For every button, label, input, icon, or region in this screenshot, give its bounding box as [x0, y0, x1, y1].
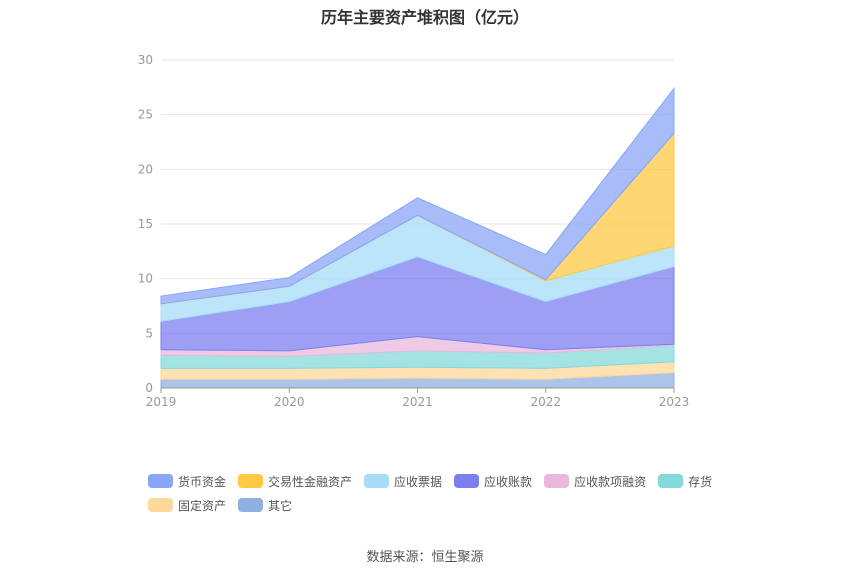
axes: 0 5 10 15 20 25 30 2019 2020 2021 2022 2023 [138, 53, 690, 409]
legend-swatch [454, 474, 480, 488]
chart-title: 历年主要资产堆积图（亿元） [320, 8, 529, 27]
legend-swatch [238, 474, 264, 488]
data-source: 数据来源：恒生聚源 [366, 550, 484, 565]
legend-swatch [148, 498, 173, 512]
legend-item[interactable]: 交易性金融资产 [238, 472, 352, 490]
legend-label: 固定资产 [178, 498, 227, 513]
legend-label: 货币资金 [178, 474, 227, 489]
y-tick-label: 10 [138, 272, 153, 286]
x-tick-label: 2020 [274, 395, 305, 409]
x-tick-label: 2023 [659, 395, 690, 409]
x-tick-label: 2019 [146, 395, 177, 409]
area-series-7 [160, 86, 675, 305]
y-tick-label: 20 [138, 162, 153, 176]
legend-label: 应收款项融资 [574, 474, 647, 489]
y-tick-label: 0 [145, 381, 153, 395]
legend-item[interactable]: 存货 [658, 472, 712, 490]
chart-legend: 货币资金 交易性金融资产 应收票据 应收账款 应收款项融资 存货固定资产 其它 [148, 472, 748, 520]
y-tick-label: 30 [138, 53, 153, 67]
legend-label: 存货 [688, 474, 713, 489]
legend-item[interactable]: 货币资金 [148, 472, 226, 490]
stacked-area-chart: 0 5 10 15 20 25 30 2019 2020 2021 2022 2023 [138, 53, 690, 409]
legend-swatch [544, 474, 570, 488]
legend-item[interactable]: 应收款项融资 [544, 472, 646, 490]
legend-swatch [364, 474, 390, 488]
x-tick-label: 2022 [530, 395, 561, 409]
y-tick-label: 25 [138, 108, 153, 122]
legend-label: 交易性金融资产 [268, 474, 353, 489]
legend-swatch [658, 474, 684, 488]
legend-label: 应收账款 [484, 474, 533, 489]
legend-item[interactable]: 固定资产 [148, 496, 226, 514]
x-tick-label: 2021 [402, 395, 433, 409]
legend-item[interactable]: 其它 [238, 496, 292, 514]
legend-item[interactable]: 应收票据 [364, 472, 442, 490]
legend-swatch [148, 474, 173, 488]
y-tick-label: 5 [145, 326, 153, 340]
legend-item[interactable]: 应收账款 [454, 472, 532, 490]
legend-swatch [238, 498, 264, 512]
y-tick-label: 15 [138, 217, 153, 231]
area-series [160, 86, 675, 389]
legend-label: 应收票据 [394, 474, 443, 489]
legend-label: 其它 [268, 498, 293, 513]
